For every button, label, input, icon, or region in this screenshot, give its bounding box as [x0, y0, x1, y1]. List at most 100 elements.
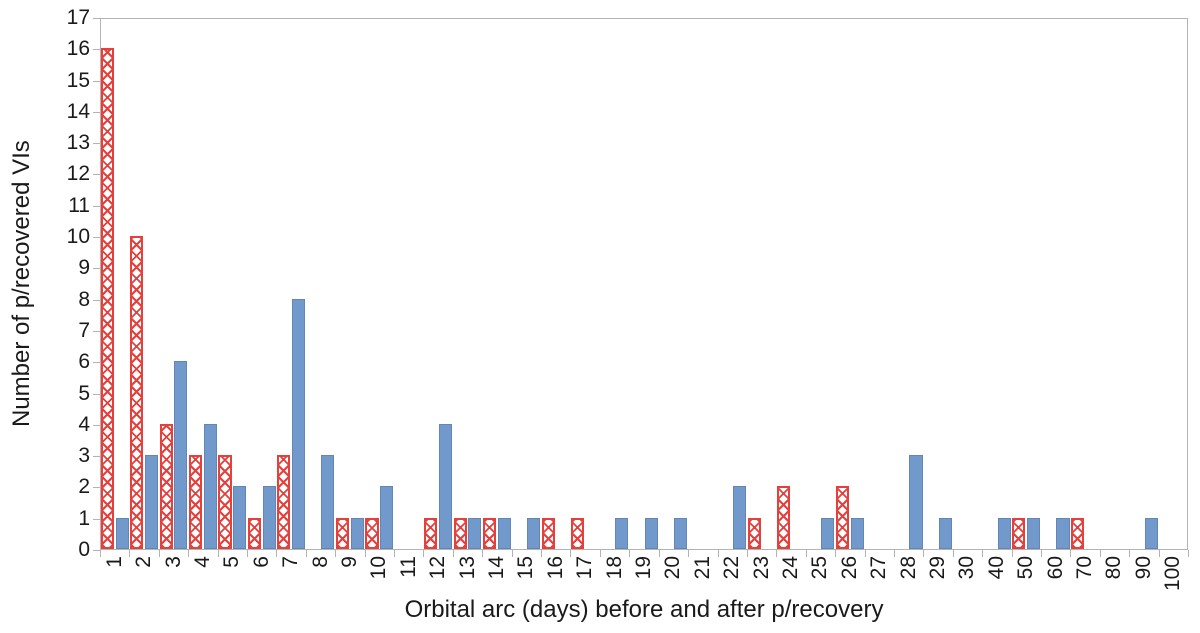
y-tick-label: 4 [78, 412, 90, 436]
bar-blue [468, 517, 482, 549]
x-axis-title: Orbital arc (days) before and after p/re… [404, 596, 884, 623]
y-tick-label: 15 [66, 68, 90, 92]
bar-red-hatched [365, 517, 379, 549]
x-tick-label: 16 [543, 556, 567, 580]
x-tick-label: 19 [632, 556, 655, 580]
x-tick [1129, 550, 1130, 557]
y-tick-label: 8 [78, 287, 90, 311]
bar-blue [144, 455, 158, 549]
bar-blue [850, 517, 864, 549]
x-tick-label: 60 [1043, 556, 1067, 580]
y-tick [93, 394, 100, 395]
y-tick [93, 81, 100, 82]
x-tick-label: 50 [1014, 556, 1038, 580]
bar-blue [1056, 517, 1070, 549]
bar-red-hatched [1071, 517, 1085, 549]
bar-blue [380, 486, 394, 549]
y-tick-label: 1 [78, 506, 90, 530]
bar-blue [321, 455, 335, 549]
y-tick [93, 143, 100, 144]
bar-blue [174, 361, 188, 549]
bar-blue [497, 517, 511, 549]
y-tick [93, 519, 100, 520]
plot-area [100, 18, 1188, 550]
x-tick-label: 26 [837, 556, 861, 580]
x-tick [1012, 550, 1013, 557]
y-tick-label: 3 [78, 444, 90, 468]
bar-red-hatched [483, 517, 497, 549]
x-tick-label: 90 [1131, 556, 1155, 580]
y-tick-label: 16 [66, 37, 90, 61]
y-tick-label: 14 [66, 99, 90, 123]
x-tick-label: 30 [955, 556, 979, 580]
x-tick-label: 17 [573, 556, 597, 580]
x-tick [541, 550, 542, 557]
x-tick-label: 22 [720, 556, 744, 580]
bar-red-hatched [1012, 517, 1026, 549]
x-tick [600, 550, 601, 557]
x-tick [688, 550, 689, 557]
bar-blue [674, 517, 688, 549]
y-tick-label: 9 [78, 256, 90, 280]
x-tick [570, 550, 571, 557]
x-tick-label: 18 [602, 556, 626, 580]
x-tick [659, 550, 660, 557]
x-tick-label: 100 [1161, 556, 1185, 592]
x-tick [718, 550, 719, 557]
x-tick-label: 9 [337, 556, 361, 568]
x-tick-label: 23 [749, 556, 773, 580]
x-tick [629, 550, 630, 557]
bar-red-hatched [571, 517, 585, 549]
y-tick [93, 206, 100, 207]
y-tick-label: 6 [78, 350, 90, 374]
x-tick-label: 24 [779, 556, 803, 580]
x-tick-label: 2 [132, 556, 156, 568]
x-tick [188, 550, 189, 557]
y-tick-label: 10 [66, 225, 90, 249]
y-tick [93, 425, 100, 426]
x-tick-label: 20 [661, 556, 685, 580]
x-tick-label: 12 [426, 556, 450, 580]
x-tick [129, 550, 130, 557]
x-tick [776, 550, 777, 557]
bar-blue [909, 455, 923, 549]
bar-red-hatched [424, 517, 438, 549]
bar-blue [997, 517, 1011, 549]
x-tick [747, 550, 748, 557]
x-tick [1070, 550, 1071, 557]
x-tick-label: 4 [190, 556, 214, 568]
y-tick-label: 11 [68, 193, 90, 217]
bar-blue [615, 517, 629, 549]
bar-blue [527, 517, 541, 549]
x-tick [982, 550, 983, 557]
bar-blue [262, 486, 276, 549]
y-tick [93, 237, 100, 238]
bar-red-hatched [218, 455, 232, 549]
bar-red-hatched [130, 236, 144, 549]
y-tick [93, 268, 100, 269]
y-tick-label: 2 [78, 475, 90, 499]
bar-red-hatched [277, 455, 291, 549]
x-tick-label: 15 [514, 556, 538, 580]
bar-blue [350, 517, 364, 549]
x-tick-label: 29 [926, 556, 950, 580]
y-tick [93, 49, 100, 50]
x-tick-label: 80 [1102, 556, 1126, 580]
x-tick [100, 550, 101, 557]
bar-blue [1144, 517, 1158, 549]
y-tick [93, 300, 100, 301]
x-tick [953, 550, 954, 557]
x-tick [218, 550, 219, 557]
y-tick [93, 487, 100, 488]
x-tick [865, 550, 866, 557]
x-tick [453, 550, 454, 557]
x-tick-label: 40 [984, 556, 1008, 580]
bar-blue [821, 517, 835, 549]
x-tick [276, 550, 277, 557]
x-tick [423, 550, 424, 557]
bar-red-hatched [541, 517, 555, 549]
x-tick-label: 7 [279, 556, 303, 568]
x-tick-label: 6 [249, 556, 273, 568]
bar-blue [438, 423, 453, 549]
